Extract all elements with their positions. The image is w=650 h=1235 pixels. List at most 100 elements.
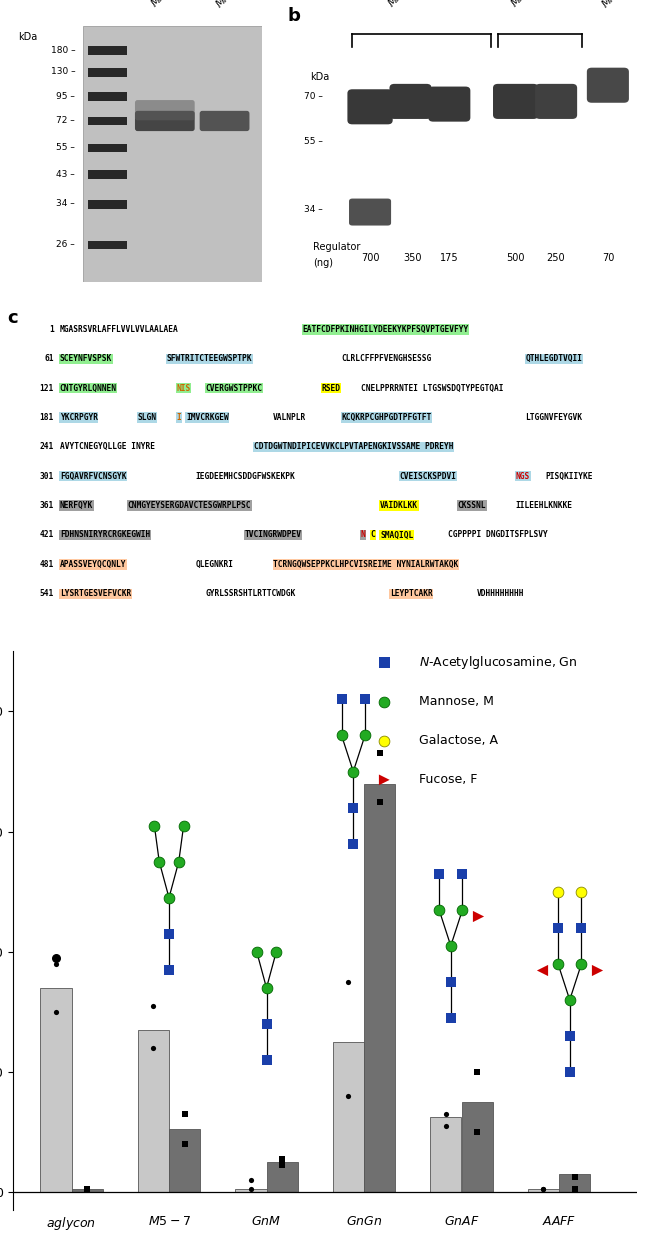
Point	[82, 1179, 92, 1199]
Text: NERFQYK: NERFQYK	[60, 501, 93, 510]
Point	[164, 924, 174, 944]
Point	[472, 1123, 482, 1142]
Point	[360, 726, 370, 746]
Text: 180 –: 180 –	[51, 46, 75, 54]
Point	[261, 1014, 272, 1034]
Text: 55 –: 55 –	[57, 143, 75, 152]
Text: 61: 61	[44, 354, 53, 363]
Text: 70 –: 70 –	[304, 91, 323, 100]
Text: IEGDEEMHCSDDGFWSKEKPK: IEGDEEMHCSDDGFWSKEKPK	[196, 472, 295, 480]
Text: APASSVEYQCQNLY: APASSVEYQCQNLY	[60, 559, 126, 569]
Point	[537, 960, 547, 979]
Text: $\mathit{MFHR1^{I62}}$: $\mathit{MFHR1^{I62}}$	[148, 0, 192, 10]
Point	[277, 1150, 287, 1170]
Text: 130 –: 130 –	[51, 67, 75, 77]
Text: c: c	[6, 310, 18, 327]
Text: 70: 70	[602, 253, 614, 263]
Bar	[40, 988, 72, 1192]
Point	[553, 918, 564, 937]
Point	[538, 1179, 549, 1199]
Text: CVEISCKSPDVI: CVEISCKSPDVI	[399, 472, 456, 480]
Text: 55 –: 55 –	[304, 137, 323, 147]
Text: QLEGNKRI: QLEGNKRI	[196, 559, 233, 569]
Bar	[88, 93, 127, 101]
Text: $\mathit{MFHR13}$: $\mathit{MFHR13}$	[212, 0, 252, 10]
Point	[124, 1177, 135, 1197]
Point	[51, 953, 61, 973]
Bar	[333, 1042, 364, 1192]
Point	[472, 1062, 482, 1082]
Text: AVYTCNEGYQLLGE INYRE: AVYTCNEGYQLLGE INYRE	[60, 442, 155, 451]
Bar	[88, 143, 127, 152]
Text: EATFCDFPKINHGILYDEEKYKPFSQVPTGEVFYY: EATFCDFPKINHGILYDEEKYKPFSQVPTGEVFYY	[302, 325, 469, 333]
Point	[569, 1167, 580, 1187]
Text: IMVCRKGEW: IMVCRKGEW	[186, 412, 229, 422]
Point	[179, 1104, 190, 1124]
Bar	[559, 1174, 590, 1192]
Text: 181: 181	[39, 412, 53, 422]
Text: 72 –: 72 –	[57, 116, 75, 125]
FancyBboxPatch shape	[587, 68, 629, 103]
Point	[441, 1116, 451, 1136]
Text: YKCRPGYR: YKCRPGYR	[60, 412, 98, 422]
Point	[360, 689, 370, 709]
Point	[434, 900, 444, 920]
Text: $\mathit{MFHR1^{I62}}$: $\mathit{MFHR1^{I62}}$	[508, 0, 552, 10]
Text: LYSRTGESVEFVCKR: LYSRTGESVEFVCKR	[60, 589, 131, 598]
Text: TVCINGRWDPEV: TVCINGRWDPEV	[244, 531, 301, 540]
Point	[348, 834, 359, 853]
Point	[538, 1179, 549, 1199]
FancyBboxPatch shape	[135, 111, 195, 131]
Text: VALNPLR: VALNPLR	[273, 412, 307, 422]
Text: Mannose, M: Mannose, M	[419, 695, 493, 708]
Text: 421: 421	[39, 531, 53, 540]
Point	[277, 1155, 287, 1174]
Point	[457, 900, 467, 920]
Text: SLGN: SLGN	[137, 412, 157, 422]
Text: 175: 175	[440, 253, 459, 263]
Point	[374, 792, 385, 811]
Point	[179, 1134, 190, 1153]
Point	[148, 997, 159, 1016]
Text: 121: 121	[39, 384, 53, 393]
Point	[271, 942, 281, 962]
Text: $\mathit{MFHR13}$: $\mathit{MFHR13}$	[598, 0, 638, 10]
Point	[473, 906, 483, 926]
Text: NGS: NGS	[516, 472, 530, 480]
Point	[434, 863, 444, 883]
Bar	[235, 1189, 266, 1192]
Bar	[88, 170, 127, 179]
Point	[124, 1177, 135, 1197]
FancyBboxPatch shape	[347, 89, 393, 125]
Bar	[138, 1030, 169, 1192]
Text: CNMGYEYSERGDAVCTESGWRPLPSC: CNMGYEYSERGDAVCTESGWRPLPSC	[127, 501, 251, 510]
Point	[577, 918, 587, 937]
FancyBboxPatch shape	[493, 84, 538, 119]
Point	[336, 689, 346, 709]
Point	[564, 1062, 575, 1082]
Bar	[83, 26, 262, 283]
Bar	[266, 1162, 298, 1192]
FancyBboxPatch shape	[535, 84, 577, 119]
Point	[261, 978, 272, 998]
Text: 301: 301	[39, 472, 53, 480]
Point	[154, 852, 164, 872]
FancyBboxPatch shape	[349, 199, 391, 226]
Point	[553, 953, 564, 973]
Point	[553, 882, 564, 902]
Point	[348, 762, 359, 782]
Point	[348, 798, 359, 818]
Point	[246, 1171, 256, 1191]
Point	[51, 948, 61, 968]
Point	[446, 972, 456, 992]
Bar	[364, 783, 395, 1192]
Point	[261, 1050, 272, 1070]
Point	[149, 816, 160, 836]
Text: FDHNSNIRYRCRGKEGWIH: FDHNSNIRYRCRGKEGWIH	[60, 531, 150, 540]
Text: Fucose, F: Fucose, F	[419, 773, 477, 787]
Text: (ng): (ng)	[313, 258, 333, 268]
Bar	[430, 1118, 461, 1192]
Point	[592, 960, 603, 979]
Text: Galactose, A: Galactose, A	[419, 735, 498, 747]
Text: 34 –: 34 –	[57, 200, 75, 209]
